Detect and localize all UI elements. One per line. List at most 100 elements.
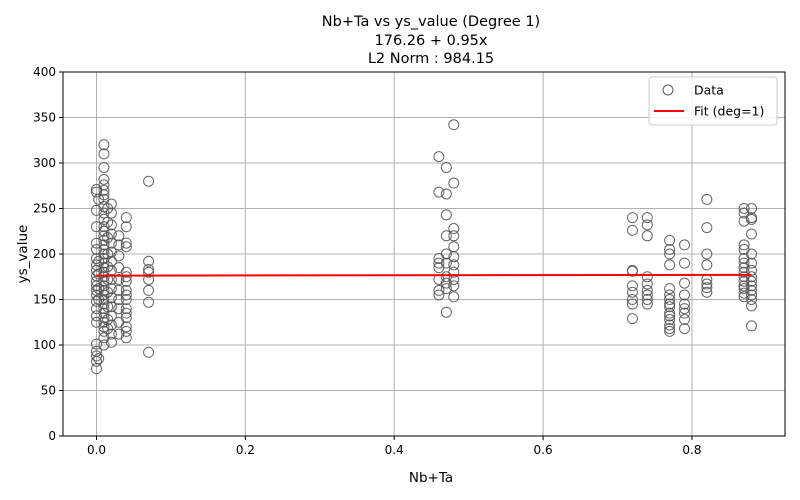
y-tick-label: 400: [33, 65, 56, 79]
data-point: [701, 193, 713, 205]
data-point: [746, 203, 758, 214]
data-point: [448, 119, 460, 131]
data-point: [679, 307, 691, 319]
data-point: [102, 314, 114, 326]
data-point: [102, 286, 114, 298]
data-point: [98, 239, 110, 251]
data-point: [738, 257, 750, 269]
data-point: [664, 283, 676, 295]
data-point: [746, 257, 758, 269]
data-point: [679, 323, 691, 335]
data-point: [120, 307, 132, 319]
data-point: [98, 298, 110, 310]
data-point: [440, 230, 452, 242]
data-point: [105, 310, 117, 322]
data-point: [440, 257, 452, 269]
data-point: [98, 139, 110, 151]
x-tick-label: 0.6: [534, 443, 553, 457]
data-point: [626, 294, 638, 305]
data-point: [120, 303, 132, 315]
data-point: [433, 257, 445, 269]
data-point: [120, 237, 132, 249]
data-point: [120, 221, 132, 233]
data-point: [448, 291, 460, 303]
data-point: [738, 291, 750, 303]
data-point: [433, 284, 445, 296]
data-point: [105, 292, 117, 304]
data-point: [440, 188, 452, 200]
data-point: [105, 198, 117, 210]
data-point: [98, 307, 110, 319]
y-tick-label: 50: [41, 384, 56, 398]
data-point: [120, 321, 132, 333]
data-point: [90, 295, 102, 307]
data-point: [738, 239, 750, 251]
y-tick-label: 0: [48, 429, 56, 443]
data-point: [102, 216, 114, 228]
data-point: [105, 273, 117, 285]
data-point: [701, 278, 713, 290]
data-point: [746, 212, 758, 224]
y-tick-label: 350: [33, 111, 56, 125]
data-point: [98, 213, 110, 225]
data-point: [90, 350, 102, 362]
data-point: [105, 319, 117, 331]
data-point: [90, 345, 102, 357]
data-point: [746, 248, 758, 260]
data-point: [746, 320, 758, 332]
data-point: [98, 262, 110, 274]
data-point: [113, 230, 125, 242]
data-point: [448, 177, 460, 189]
y-tick-label: 200: [33, 247, 56, 261]
data-point: [701, 248, 713, 260]
data-point: [98, 234, 110, 246]
x-axis-label: Nb+Ta: [409, 470, 453, 486]
y-axis-ticks: 0 50 100 150 200 250 300 350 400: [33, 65, 63, 443]
x-tick-label: 0.8: [682, 443, 701, 457]
data-point: [113, 273, 125, 285]
data-point: [679, 277, 691, 289]
data-point: [626, 224, 638, 236]
data-point: [738, 215, 750, 227]
data-point: [448, 266, 460, 278]
data-point: [105, 328, 117, 340]
data-point: [143, 266, 155, 278]
data-point: [90, 237, 102, 249]
data-point: [641, 230, 653, 242]
data-point: [98, 225, 110, 237]
data-point: [98, 325, 110, 337]
data-point: [664, 248, 676, 260]
data-point: [105, 228, 117, 240]
fit-line-group: [96, 273, 752, 277]
data-point: [143, 263, 155, 275]
data-point: [113, 328, 125, 340]
data-point: [448, 230, 460, 242]
data-point: [98, 339, 110, 351]
data-point: [98, 271, 110, 283]
data-point: [98, 173, 110, 185]
data-point: [98, 179, 110, 191]
data-point: [440, 162, 452, 174]
data-point: [746, 228, 758, 240]
data-point: [440, 248, 452, 260]
data-point: [120, 284, 132, 296]
legend: Data Fit (deg=1): [648, 76, 778, 126]
data-point: [120, 325, 132, 337]
data-point: [664, 259, 676, 271]
data-point: [98, 294, 110, 305]
legend-data-marker: [662, 84, 674, 96]
data-point: [433, 289, 445, 301]
data-point: [746, 284, 758, 296]
data-point: [90, 310, 102, 322]
data-point: [102, 301, 114, 313]
data-point: [746, 280, 758, 292]
data-point: [93, 353, 105, 365]
data-point: [98, 266, 110, 278]
data-point: [701, 282, 713, 294]
data-point: [120, 266, 132, 278]
data-point: [105, 255, 117, 267]
data-point: [664, 243, 676, 255]
data-point: [143, 255, 155, 267]
data-point: [98, 148, 110, 160]
data-point: [98, 289, 110, 301]
